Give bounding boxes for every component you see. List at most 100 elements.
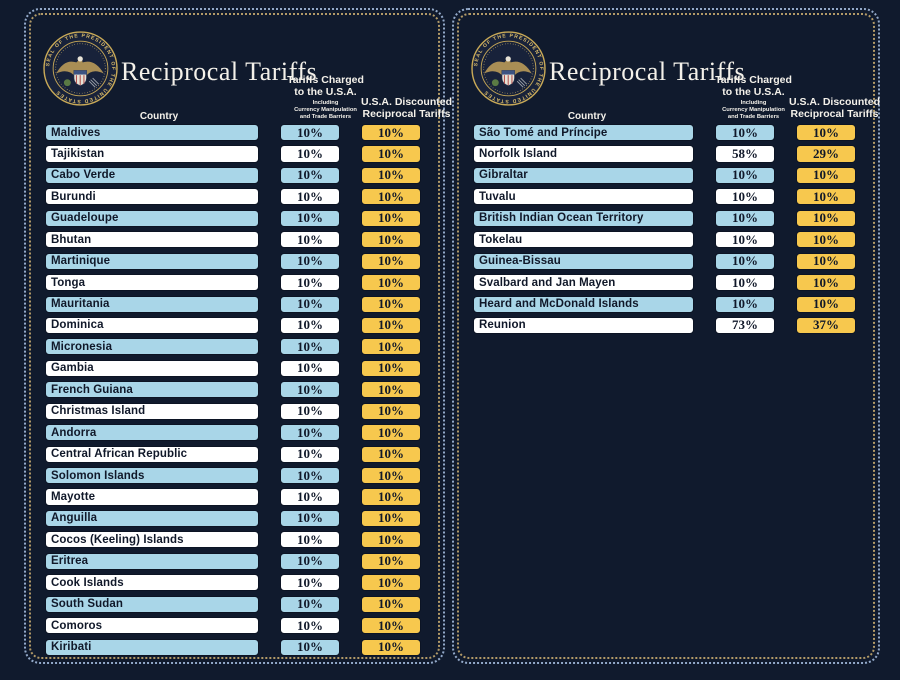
discounted-value-cell: 10%	[796, 274, 856, 292]
disc-header-line1: U.S.A. Discounted	[360, 96, 452, 108]
discounted-value-cell: 10%	[361, 638, 421, 656]
table-row: Central African Republic 10% 10%	[45, 445, 421, 463]
country-cell: Tokelau	[473, 231, 694, 249]
charged-header-sub1: Including	[312, 99, 339, 106]
discounted-value-cell: 10%	[796, 252, 856, 270]
country-cell: Svalbard and Jan Mayen	[473, 274, 694, 292]
presidential-seal-icon: SEAL OF THE PRESIDENT OF THE UNITED STAT…	[43, 31, 118, 106]
charged-value-cell: 10%	[280, 531, 340, 549]
charged-value-cell: 10%	[280, 145, 340, 163]
country-cell: Central African Republic	[45, 445, 259, 463]
charged-value-cell: 10%	[280, 574, 340, 592]
discounted-value-cell: 10%	[361, 424, 421, 442]
charged-value-cell: 10%	[280, 166, 340, 184]
country-cell: Christmas Island	[45, 402, 259, 420]
column-header-charged: Tariffs Charged to the U.S.A. Including …	[696, 74, 811, 121]
country-cell: Bhutan	[45, 231, 259, 249]
charged-value-cell: 10%	[280, 638, 340, 656]
table-row: São Tomé and Príncipe 10% 10%	[473, 124, 856, 142]
charged-header-line1: Tariffs Charged	[287, 74, 364, 86]
charged-value-cell: 58%	[715, 145, 775, 163]
table-row: Bhutan 10% 10%	[45, 231, 421, 249]
discounted-value-cell: 37%	[796, 316, 856, 335]
column-header-country: Country	[567, 111, 607, 122]
charged-value-cell: 10%	[280, 231, 340, 249]
country-cell: Anguilla	[45, 509, 259, 527]
table-row: Gambia 10% 10%	[45, 359, 421, 377]
charged-value-cell: 73%	[715, 316, 775, 335]
eagle-shield-chief	[501, 70, 515, 75]
discounted-value-cell: 10%	[361, 166, 421, 184]
country-cell: Mauritania	[45, 295, 259, 313]
discounted-value-cell: 10%	[361, 595, 421, 613]
country-cell: Cocos (Keeling) Islands	[45, 531, 259, 549]
discounted-value-cell: 10%	[361, 231, 421, 249]
country-cell: Gibraltar	[473, 166, 694, 184]
discounted-value-cell: 10%	[361, 359, 421, 377]
charged-value-cell: 10%	[715, 231, 775, 249]
table-row: Norfolk Island 58% 29%	[473, 145, 856, 163]
charged-value-cell: 10%	[715, 188, 775, 206]
column-header-charged: Tariffs Charged to the U.S.A. Including …	[268, 74, 383, 121]
country-cell: Burundi	[45, 188, 259, 206]
charged-value-cell: 10%	[715, 124, 775, 142]
charged-header-sub2: Currency Manipulation	[722, 106, 785, 113]
charged-value-cell: 10%	[280, 617, 340, 635]
charged-header-sub3: and Trade Barriers	[299, 113, 352, 120]
country-cell: Cabo Verde	[45, 166, 259, 184]
eagle-shield-stripes	[75, 75, 85, 86]
table-row: Solomon Islands 10% 10%	[45, 467, 421, 485]
column-header-country: Country	[139, 111, 179, 122]
arrows	[516, 77, 528, 88]
page-title: Reciprocal Tariffs	[121, 57, 318, 86]
charged-value-cell: 10%	[280, 252, 340, 270]
charged-value-cell: 10%	[280, 467, 340, 485]
table-row: Heard and McDonald Islands 10% 10%	[473, 295, 856, 313]
table-row: Tonga 10% 10%	[45, 274, 421, 292]
presidential-seal-icon: SEAL OF THE PRESIDENT OF THE UNITED STAT…	[471, 31, 546, 106]
table-row: Reunion 73% 37%	[473, 316, 856, 335]
table-row: Andorra 10% 10%	[45, 424, 421, 442]
table-row: Tajikistan 10% 10%	[45, 145, 421, 163]
country-cell: Tajikistan	[45, 145, 259, 163]
table-row: Christmas Island 10% 10%	[45, 402, 421, 420]
country-cell: French Guiana	[45, 381, 259, 399]
discounted-value-cell: 10%	[796, 209, 856, 227]
table-row: Mauritania 10% 10%	[45, 295, 421, 313]
table-row: Gibraltar 10% 10%	[473, 166, 856, 184]
discounted-value-cell: 10%	[361, 509, 421, 527]
table-row: Burundi 10% 10%	[45, 188, 421, 206]
discounted-value-cell: 10%	[361, 531, 421, 549]
country-cell: Martinique	[45, 252, 259, 270]
country-cell: Gambia	[45, 359, 259, 377]
eagle-wings	[484, 58, 532, 78]
charged-value-cell: 10%	[280, 295, 340, 313]
eagle-head	[77, 56, 83, 62]
discounted-value-cell: 10%	[361, 338, 421, 356]
charged-value-cell: 10%	[280, 552, 340, 570]
discounted-value-cell: 10%	[361, 209, 421, 227]
eagle-head	[505, 56, 511, 62]
charged-value-cell: 10%	[280, 424, 340, 442]
charged-value-cell: 10%	[715, 274, 775, 292]
eagle-shield-chief	[73, 70, 87, 75]
table-row: Martinique 10% 10%	[45, 252, 421, 270]
table-row: Guinea-Bissau 10% 10%	[473, 252, 856, 270]
discounted-value-cell: 10%	[361, 402, 421, 420]
charged-value-cell: 10%	[280, 316, 340, 335]
table-row: Comoros 10% 10%	[45, 617, 421, 635]
page-title: Reciprocal Tariffs	[549, 57, 746, 86]
discounted-value-cell: 10%	[361, 552, 421, 570]
table-row: Tuvalu 10% 10%	[473, 188, 856, 206]
table-row: British Indian Ocean Territory 10% 10%	[473, 209, 856, 227]
column-header-discounted: U.S.A. Discounted Reciprocal Tariffs	[777, 96, 892, 121]
charged-value-cell: 10%	[280, 359, 340, 377]
tariff-panel-right: SEAL OF THE PRESIDENT OF THE UNITED STAT…	[452, 8, 880, 664]
discounted-value-cell: 10%	[361, 252, 421, 270]
country-cell: Comoros	[45, 617, 259, 635]
country-cell: Mayotte	[45, 488, 259, 506]
charged-value-cell: 10%	[715, 252, 775, 270]
discounted-value-cell: 10%	[361, 617, 421, 635]
charged-header-line2: to the U.S.A.	[722, 85, 785, 98]
discounted-value-cell: 10%	[361, 467, 421, 485]
